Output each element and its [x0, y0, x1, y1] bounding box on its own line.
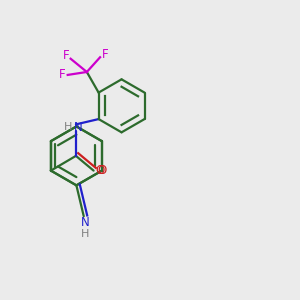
Text: N: N: [74, 121, 82, 134]
Text: O: O: [95, 164, 105, 177]
Text: H: H: [81, 229, 89, 239]
Text: O: O: [97, 164, 106, 177]
Text: H: H: [64, 122, 72, 132]
Text: F: F: [102, 48, 109, 61]
Text: N: N: [81, 216, 90, 229]
Text: F: F: [59, 68, 66, 81]
Text: F: F: [63, 49, 70, 62]
